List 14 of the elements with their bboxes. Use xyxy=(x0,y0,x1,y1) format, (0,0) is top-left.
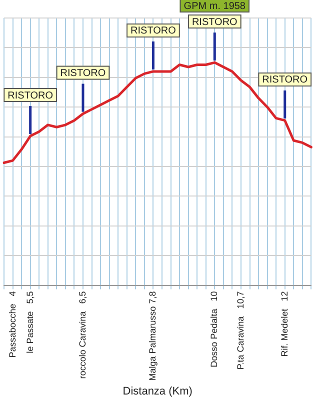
x-axis-title: Distanza (Km) xyxy=(122,385,192,398)
x-tick-label: Malga Palmarusso 7,8 xyxy=(148,291,158,381)
x-tick-label: roccolo Caravina 6,5 xyxy=(77,291,88,379)
annotation: RISTORO xyxy=(192,16,238,28)
x-tick-label: Rif. Medelet 12 xyxy=(279,291,290,357)
annotation: RISTORO xyxy=(262,74,308,86)
annotation: RISTORO xyxy=(8,90,54,102)
annotation: RISTORO xyxy=(130,26,176,37)
x-tick-label: Dosso Pedalta 10 xyxy=(209,291,220,368)
x-tick-label: Passabocche 4 xyxy=(7,291,18,358)
x-tick-label: P.ta Caravina 10,7 xyxy=(235,291,246,370)
x-tick-label: le Passate 5,5 xyxy=(24,291,35,354)
annotation: RISTORO xyxy=(60,68,106,80)
text: GPM m. 1958 xyxy=(184,0,246,12)
